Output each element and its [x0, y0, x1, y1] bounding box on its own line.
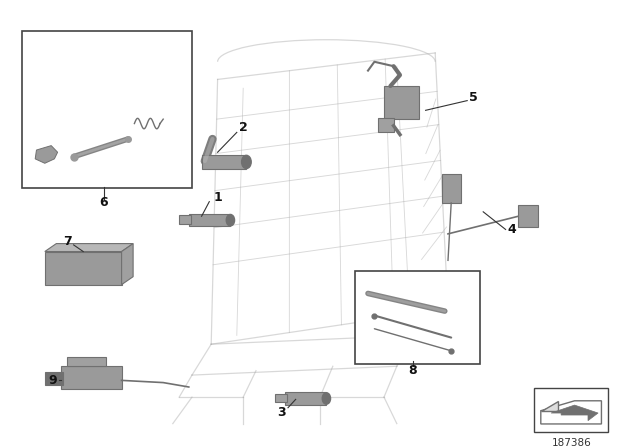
Polygon shape	[45, 244, 133, 251]
Bar	[67, 358, 106, 366]
Text: 187386: 187386	[551, 439, 591, 448]
Bar	[442, 174, 461, 203]
Bar	[202, 155, 246, 169]
Text: 5: 5	[469, 91, 478, 104]
Polygon shape	[541, 401, 602, 424]
Bar	[179, 215, 191, 224]
Polygon shape	[35, 146, 58, 163]
Bar	[61, 366, 122, 389]
Text: 9: 9	[48, 374, 57, 387]
Ellipse shape	[322, 393, 331, 404]
Bar	[45, 251, 122, 284]
Text: 1: 1	[213, 191, 222, 204]
Bar	[45, 371, 63, 385]
Bar	[22, 31, 192, 188]
Bar	[378, 118, 394, 132]
Text: 7: 7	[63, 235, 72, 248]
Bar	[285, 392, 326, 405]
Bar	[189, 214, 230, 226]
Bar	[384, 86, 419, 119]
Polygon shape	[551, 405, 598, 421]
Text: 2: 2	[239, 121, 248, 134]
Bar	[518, 205, 538, 227]
Polygon shape	[541, 401, 558, 411]
Bar	[355, 271, 480, 364]
Text: 6: 6	[99, 197, 108, 210]
Text: 8: 8	[408, 364, 417, 377]
Polygon shape	[122, 244, 133, 284]
Text: 4: 4	[508, 223, 516, 236]
Ellipse shape	[242, 155, 252, 168]
Bar	[275, 394, 287, 402]
Text: 3: 3	[277, 406, 286, 419]
Bar	[534, 388, 608, 432]
Ellipse shape	[227, 215, 234, 226]
